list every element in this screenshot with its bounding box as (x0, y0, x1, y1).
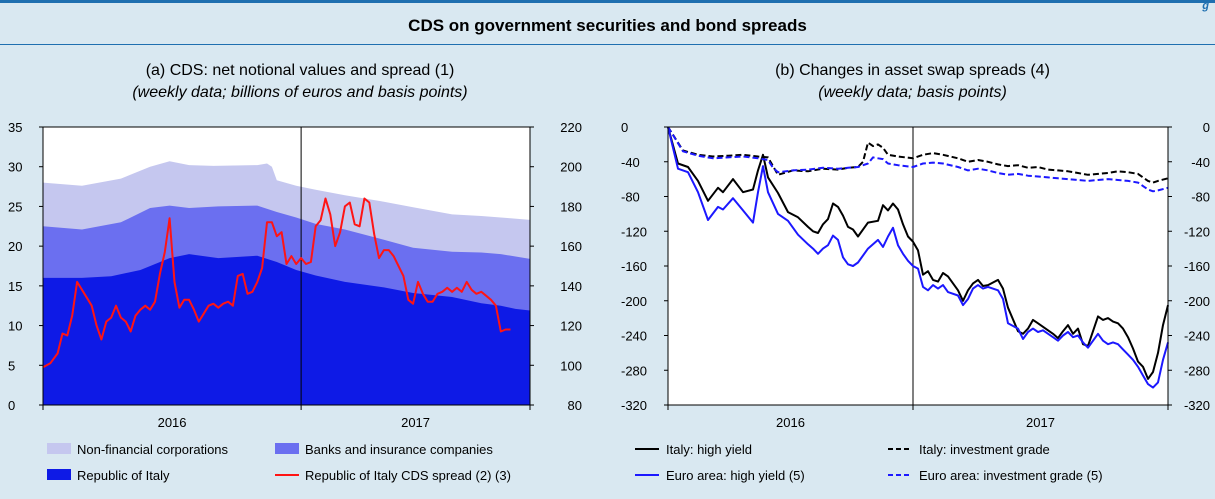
panel-b-left-tick-label: -320 (621, 398, 647, 413)
panel-b-right-tick-label: -200 (1184, 294, 1210, 309)
panel-a-right-tick-label: 100 (560, 358, 582, 373)
panel-a-left-tick-label: 35 (8, 120, 22, 135)
panel-b-subtitle: (weekly data; basis points) (818, 84, 1007, 101)
legend-label: Republic of Italy CDS spread (2) (3) (305, 468, 511, 483)
legend-label: Euro area: investment grade (5) (919, 468, 1103, 483)
panel-a-right-tick-label: 180 (560, 199, 582, 214)
panel-b-left-tick-label: -280 (621, 363, 647, 378)
panel-a-left-tick-label: 30 (8, 160, 22, 175)
panel-a-subtitle: (weekly data; billions of euros and basi… (132, 84, 468, 101)
legend-label: Euro area: high yield (5) (666, 468, 805, 483)
legend-label: Republic of Italy (77, 468, 170, 483)
panel-a-right-tick-label: 80 (568, 398, 582, 413)
legend-label: Non-financial corporations (77, 442, 229, 457)
panel-a-left-tick-label: 0 (8, 398, 15, 413)
panel-a-right-tick-label: 200 (560, 160, 582, 175)
panel-b-left-tick-label: -120 (621, 224, 647, 239)
panel-a-title: (a) CDS: net notional values and spread … (145, 62, 455, 79)
legend-label: Italy: investment grade (919, 442, 1050, 457)
panel-b-year-label: 2017 (1026, 415, 1055, 430)
panel-a-left-tick-label: 10 (8, 319, 22, 334)
area-series-2 (43, 254, 530, 405)
panel-b-right-tick-label: -280 (1184, 363, 1210, 378)
panel-a-left-tick-label: 20 (8, 239, 22, 254)
panel-b-left-tick-label: -240 (621, 329, 647, 344)
swap-spread-line-0 (667, 126, 1169, 380)
panel-a-right-tick-label: 160 (560, 239, 582, 254)
cds-spread-line (42, 197, 511, 369)
panel-a-right-tick-label: 220 (560, 120, 582, 135)
panel-b-left-tick-label: -40 (621, 155, 640, 170)
panel-a-right-tick-label: 120 (560, 319, 582, 334)
panel-a-left-tick-label: 15 (8, 279, 22, 294)
panel-b-left-tick-label: -80 (621, 190, 640, 205)
top-rule (0, 0, 1215, 3)
panel-b-title: (b) Changes in asset swap spreads (4) (775, 62, 1050, 79)
figure-title: CDS on government securities and bond sp… (408, 16, 807, 35)
swap-spread-line-2 (667, 126, 1169, 389)
panel-a-year-label: 2017 (401, 415, 430, 430)
panel-b-right-tick-label: -160 (1184, 259, 1210, 274)
panel-b-right-tick-label: -40 (1191, 155, 1210, 170)
legend-swatch (47, 443, 71, 454)
panel-b-left-tick-label: -200 (621, 294, 647, 309)
panel-a-left-tick-label: 5 (8, 358, 15, 373)
legend-swatch (47, 469, 71, 480)
panel-b-plot-area (668, 127, 1168, 405)
swap-spread-line-1 (667, 126, 1169, 184)
panel-b-right-tick-label: -120 (1184, 224, 1210, 239)
legend-label: Italy: high yield (666, 442, 752, 457)
panel-b-right-tick-label: -240 (1184, 329, 1210, 344)
panel-b-right-tick-label: 0 (1203, 120, 1210, 135)
panel-b-right-tick-label: -320 (1184, 398, 1210, 413)
panel-a-frame (42, 126, 531, 406)
panel-b-year-label: 2016 (776, 415, 805, 430)
legend-swatch (275, 443, 299, 454)
panel-b-left-tick-label: -160 (621, 259, 647, 274)
legend-label: Banks and insurance companies (305, 442, 493, 457)
title-rule (0, 44, 1215, 45)
corner-label: g (1202, 0, 1209, 12)
panel-b-left-tick-label: 0 (621, 120, 628, 135)
panel-b-right-tick-label: -80 (1191, 190, 1210, 205)
panel-a-right-tick-label: 140 (560, 279, 582, 294)
panel-a-year-label: 2016 (158, 415, 187, 430)
swap-spread-line-3 (667, 126, 1169, 193)
panel-a-left-tick-label: 25 (8, 199, 22, 214)
